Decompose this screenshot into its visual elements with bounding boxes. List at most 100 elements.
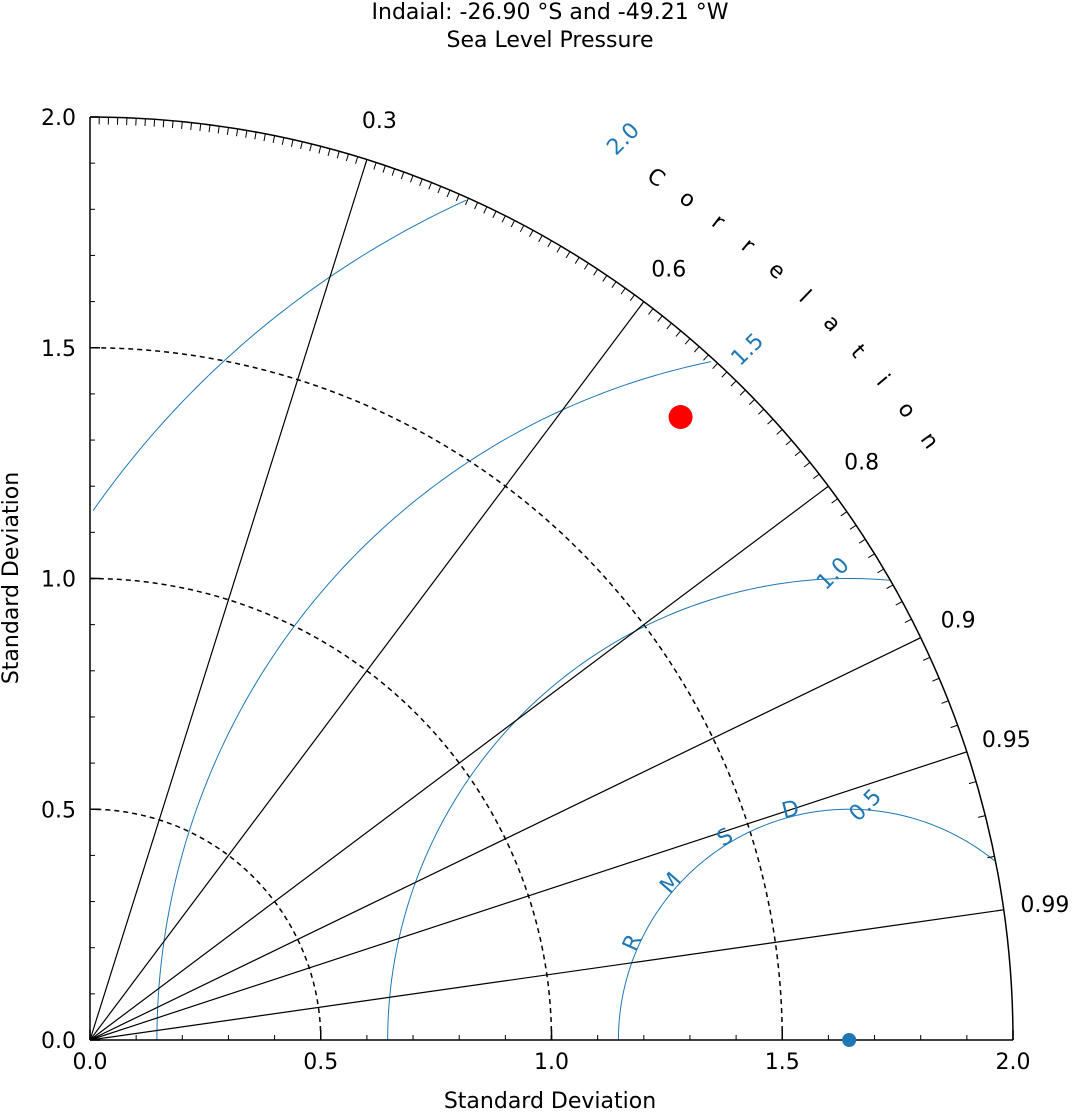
correlation-minor-tick [629,294,635,302]
correlation-axis-letter: a [818,310,845,337]
correlation-minor-tick [593,268,599,276]
rmsd-contour-0.5 [617,808,995,1041]
correlation-minor-tick [831,498,838,504]
chart-title: Indaial: -26.90 °S and -49.21 °W [372,0,729,25]
y-axis-label: Standard Deviation [0,472,24,684]
correlation-minor-tick [886,584,894,589]
correlation-minor-tick [428,182,432,190]
correlation-minor-tick [446,189,451,198]
correlation-minor-tick [199,123,202,132]
correlation-tick-label: 0.3 [362,109,397,134]
correlation-axis-letter: o [674,185,699,213]
correlation-minor-tick [547,240,552,248]
correlation-minor-tick [666,322,672,330]
correlation-minor-tick [703,354,709,361]
correlation-minor-tick [181,121,183,130]
correlation-axis-letter: r [707,210,730,236]
correlation-minor-tick [913,637,921,642]
x-tick-label: 2.0 [996,1050,1031,1075]
correlation-minor-tick [978,815,986,818]
correlation-minor-tick [675,330,682,337]
correlation-minor-tick [510,220,516,228]
correlation-minor-tick [254,131,257,140]
correlation-minor-tick [153,119,156,127]
correlation-minor-tick [336,151,340,159]
correlation-minor-tick [932,677,940,682]
rmsd-axis-letter: S [713,823,738,852]
correlation-minor-tick [693,346,700,353]
correlation-minor-tick [620,287,626,295]
correlation-minor-tick [941,700,949,704]
correlation-minor-tick [245,130,248,138]
rmsd-label-2.0: 2.0 [602,118,644,160]
correlation-minor-tick [519,225,525,233]
correlation-minor-tick [437,186,442,194]
correlation-minor-tick [758,408,765,415]
correlation-minor-tick [611,281,617,288]
correlation-tick-label: 0.6 [651,257,686,282]
correlation-minor-tick [190,122,193,130]
correlation-minor-tick [602,275,608,282]
correlation-minor-tick [483,206,488,214]
rmsd-axis-letter: M [655,868,686,899]
correlation-minor-tick [455,193,460,202]
correlation-minor-tick [309,143,313,152]
correlation-minor-tick [236,128,239,137]
correlation-minor-tick [748,399,755,405]
correlation-minor-tick [208,124,211,133]
correlation-minor-tick [739,389,746,396]
correlation-minor-tick [996,909,1004,912]
correlation-minor-tick [355,156,359,164]
correlation-axis-letter: n [915,428,943,454]
x-tick-label: 1.5 [765,1050,800,1075]
correlation-minor-tick [730,380,737,387]
correlation-minor-tick [501,215,506,223]
correlation-tick-label: 0.99 [1020,893,1069,918]
correlation-minor-tick [529,230,534,237]
correlation-minor-tick [638,301,645,308]
correlation-minor-tick [226,127,229,135]
y-tick-label: 0.5 [41,798,76,823]
rmsd-label-0.5: 0.5 [845,784,887,826]
correlation-tick-label: 0.8 [844,450,879,475]
correlation-minor-tick [217,126,220,134]
correlation-tick-label: 0.95 [982,728,1031,753]
correlation-minor-tick [923,656,931,661]
correlation-minor-tick [574,257,580,264]
rmsd-contour-1.0 [387,577,890,1041]
correlation-minor-tick [858,538,866,544]
correlation-minor-tick [868,553,875,559]
correlation-tick-label: 0.9 [941,609,976,634]
correlation-minor-tick [300,141,303,150]
correlation-minor-tick [318,146,322,154]
correlation-minor-tick [959,751,968,755]
correlation-minor-tick [327,148,331,157]
correlation-minor-tick [162,119,165,128]
x-tick-label: 1.0 [534,1050,569,1075]
correlation-minor-tick [684,338,691,345]
std-arc-0.5 [89,808,322,1041]
plot-area: 0.5 1.0 1.5 2.0 0.3 0.6 0.8 0.9 0.95 0.99 0.00.0 0.… [41,106,1069,1075]
correlation-minor-tick [373,162,377,170]
correlation-minor-tick [382,165,386,173]
correlation-minor-tick [849,524,857,530]
correlation-minor-tick [657,315,663,322]
reference-point [842,1033,857,1047]
correlation-axis-letter: t [845,340,870,363]
correlation-minor-tick [712,362,719,370]
correlation-minor-tick [648,308,654,315]
correlation-axis-letter: r [736,233,760,259]
rmsd-contour-1.5 [156,361,712,1041]
x-axis-label: Standard Deviation [444,1089,656,1114]
correlation-minor-tick [813,473,820,480]
rmsd-label-1.5: 1.5 [727,329,769,371]
correlation-ray-0.3 [89,159,368,1041]
correlation-ray-0.6 [89,301,645,1041]
std-arc-1.5 [89,347,783,1041]
rmsd-contour-2.0 [92,199,467,511]
correlation-minor-tick [464,197,469,206]
correlation-minor-tick [721,371,728,378]
correlation-minor-tick [263,133,266,142]
correlation-axis-letter: i [871,370,894,391]
correlation-minor-tick [492,210,497,219]
